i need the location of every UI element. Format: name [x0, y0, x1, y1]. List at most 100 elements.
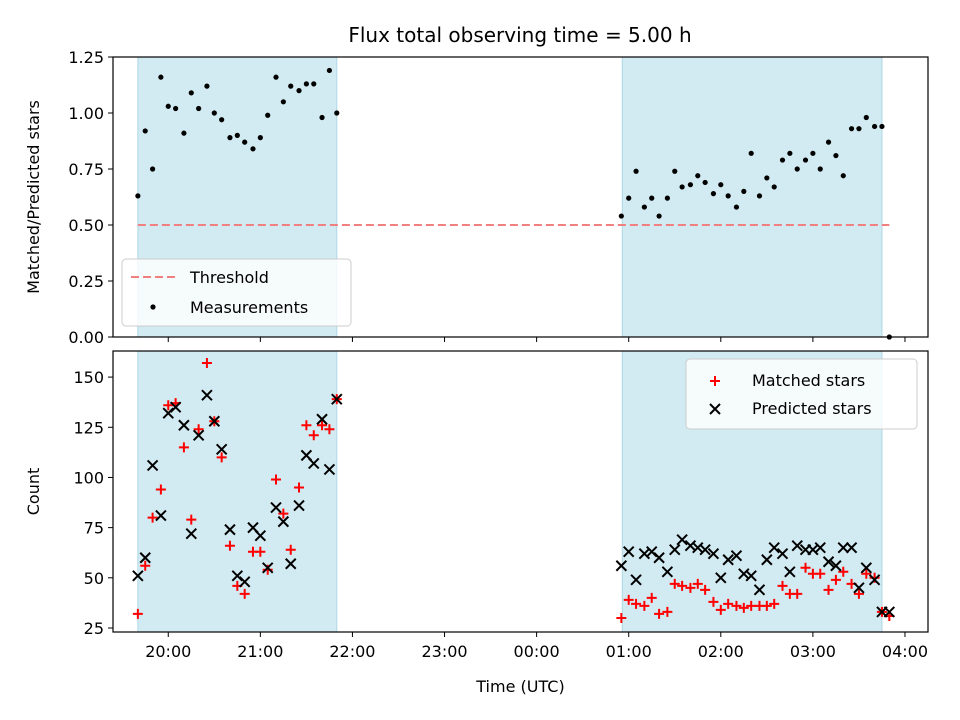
- measurement-point: [158, 74, 164, 80]
- measurement-point: [219, 117, 225, 123]
- y-tick-label: 150: [73, 368, 104, 387]
- predicted-star-point: [192, 429, 205, 442]
- y-tick-label: 0.75: [68, 160, 104, 179]
- matched-star-point: [731, 600, 742, 611]
- predicted-star-point: [308, 457, 320, 470]
- measurement-point: [672, 168, 678, 174]
- x-tick-label: 00:00: [514, 642, 560, 661]
- predicted-star-point: [822, 556, 835, 568]
- measurement-point: [725, 193, 731, 199]
- y-tick-label: 100: [73, 468, 104, 487]
- predicted-star-point: [215, 443, 228, 456]
- measurement-point: [879, 123, 885, 130]
- measurement-point: [234, 132, 240, 138]
- matched-star-point: [324, 424, 335, 435]
- matched-star-point: [823, 584, 834, 595]
- predicted-star-point: [837, 541, 849, 554]
- predicted-star-point: [132, 570, 144, 582]
- measurement-point: [165, 103, 171, 109]
- matched-star-point: [761, 600, 772, 611]
- measurement-point: [695, 173, 701, 179]
- predicted-star-point: [615, 560, 628, 572]
- measurement-point: [319, 114, 325, 121]
- y-tick-label: 0.25: [68, 272, 104, 291]
- measurement-point: [656, 213, 662, 219]
- matched-star-point: [132, 608, 143, 619]
- legend-predicted-swatch: [709, 403, 721, 415]
- predicted-star-point: [653, 552, 665, 564]
- predicted-star-point: [208, 415, 221, 427]
- matched-star-point: [692, 578, 703, 589]
- x-tick-label: 04:00: [882, 642, 928, 661]
- matched-star-point: [308, 430, 319, 441]
- matched-star-point: [201, 358, 212, 369]
- measurement-point: [702, 179, 708, 186]
- measurement-point: [718, 182, 724, 188]
- measurement-point: [265, 112, 271, 118]
- measurement-point: [756, 193, 763, 199]
- predicted-star-point: [784, 566, 796, 578]
- x-tick-label: 22:00: [329, 642, 375, 661]
- legend: Matched stars Predicted stars: [685, 358, 918, 430]
- predicted-star-point: [277, 515, 290, 528]
- measurement-point: [871, 123, 878, 130]
- predicted-star-point: [860, 562, 873, 574]
- matched-star-point: [723, 598, 734, 609]
- predicted-star-point: [630, 574, 642, 586]
- legend-box: [121, 258, 352, 327]
- predicted-star-point: [661, 566, 674, 578]
- measurement-point: [733, 204, 740, 210]
- y-tick-label: 0.50: [68, 216, 104, 235]
- matched-star-point: [163, 400, 174, 411]
- legend-predicted-label: Predicted stars: [752, 399, 872, 418]
- predicted-star-point: [185, 527, 197, 540]
- measurement-point: [664, 195, 670, 201]
- matched-star-point: [317, 420, 328, 431]
- measurement-point: [641, 204, 647, 210]
- matched-star-point: [623, 594, 634, 605]
- measurement-point: [794, 166, 800, 172]
- measurement-point: [211, 110, 217, 116]
- predicted-star-point: [169, 401, 182, 413]
- matched-star-point: [285, 544, 296, 555]
- matched-star-point: [147, 512, 158, 523]
- measurement-point: [817, 166, 823, 172]
- matched-star-point: [278, 508, 289, 519]
- legend: Threshold Measurements: [121, 258, 352, 327]
- axes-frame: [112, 56, 929, 338]
- matched-star-point: [654, 608, 665, 619]
- measurement-point: [135, 193, 141, 199]
- predicted-star-point: [830, 560, 842, 572]
- y-axis-label: Count: [24, 468, 43, 516]
- predicted-star-point: [883, 606, 896, 618]
- measurement-point: [810, 150, 816, 156]
- legend-matched-swatch: [710, 376, 720, 386]
- predicted-star-point: [868, 574, 881, 586]
- matched-star-point: [685, 582, 696, 593]
- x-tick-label: 21:00: [237, 642, 283, 661]
- predicted-star-point: [722, 554, 734, 566]
- predicted-star-point: [669, 543, 681, 556]
- measurement-point: [679, 184, 685, 190]
- chart-title: Flux total observing time = 5.00 h: [348, 23, 691, 47]
- measurement-point: [840, 173, 846, 179]
- predicted-star-point: [146, 459, 159, 472]
- predicted-star-point: [285, 558, 297, 570]
- x-tick-label: 01:00: [606, 642, 652, 661]
- x-tick-label: 23:00: [421, 642, 467, 661]
- predicted-star-point: [853, 582, 865, 594]
- measurement-point: [833, 152, 839, 159]
- measurement-point: [741, 188, 747, 194]
- matched-star-point: [140, 560, 151, 571]
- measurement-point: [764, 175, 770, 181]
- y-tick-label: 125: [73, 418, 104, 437]
- y-tick-label: 50: [84, 569, 104, 588]
- matched-star-point: [155, 484, 166, 495]
- measurement-point: [710, 191, 717, 197]
- measurement-point: [825, 139, 832, 145]
- predicted-star-point: [768, 541, 780, 554]
- measurement-point: [618, 213, 624, 219]
- measurement-point: [856, 126, 862, 132]
- measurement-point: [288, 83, 294, 89]
- top-panel-measurements: 0.00 0.25 0.50 0.75 1.00 1.25 Matched/Predicte…: [24, 48, 929, 347]
